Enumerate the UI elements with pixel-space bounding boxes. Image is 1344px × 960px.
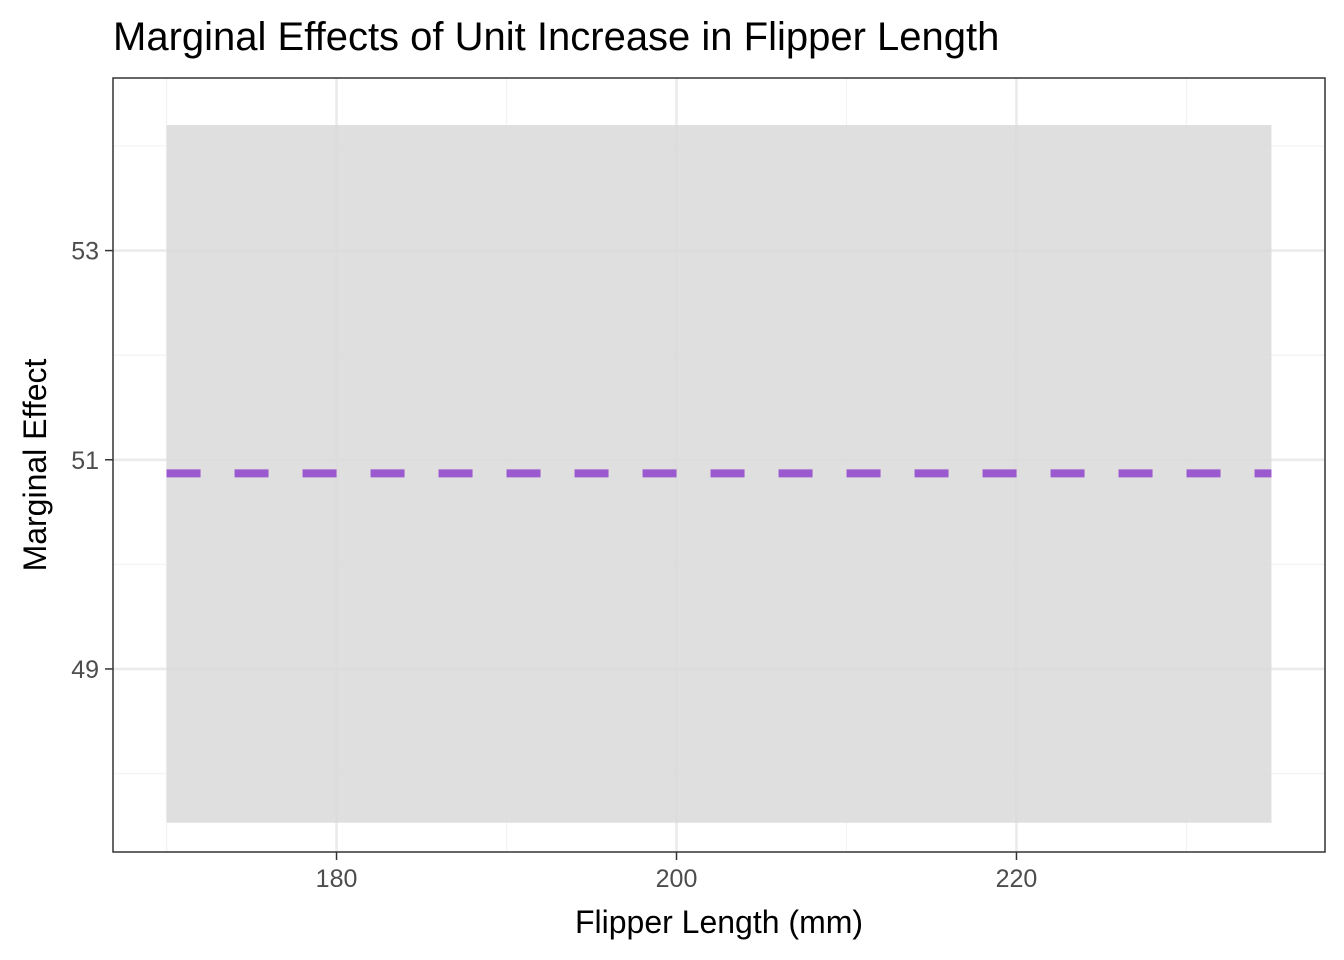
y-axis-title: Marginal Effect bbox=[17, 358, 53, 571]
panel-border bbox=[112, 77, 1326, 853]
y-axis: 49 51 53 bbox=[71, 238, 113, 684]
y-tick-label: 51 bbox=[71, 447, 99, 475]
x-tick-label: 200 bbox=[656, 865, 698, 893]
y-tick-label: 49 bbox=[71, 656, 99, 684]
x-tick-label: 220 bbox=[996, 865, 1038, 893]
x-axis-title: Flipper Length (mm) bbox=[575, 904, 863, 940]
y-tick-label: 53 bbox=[71, 238, 99, 266]
x-tick-label: 180 bbox=[316, 865, 358, 893]
chart-title: Marginal Effects of Unit Increase in Fli… bbox=[113, 15, 999, 59]
x-axis: 180 200 220 bbox=[316, 852, 1038, 893]
